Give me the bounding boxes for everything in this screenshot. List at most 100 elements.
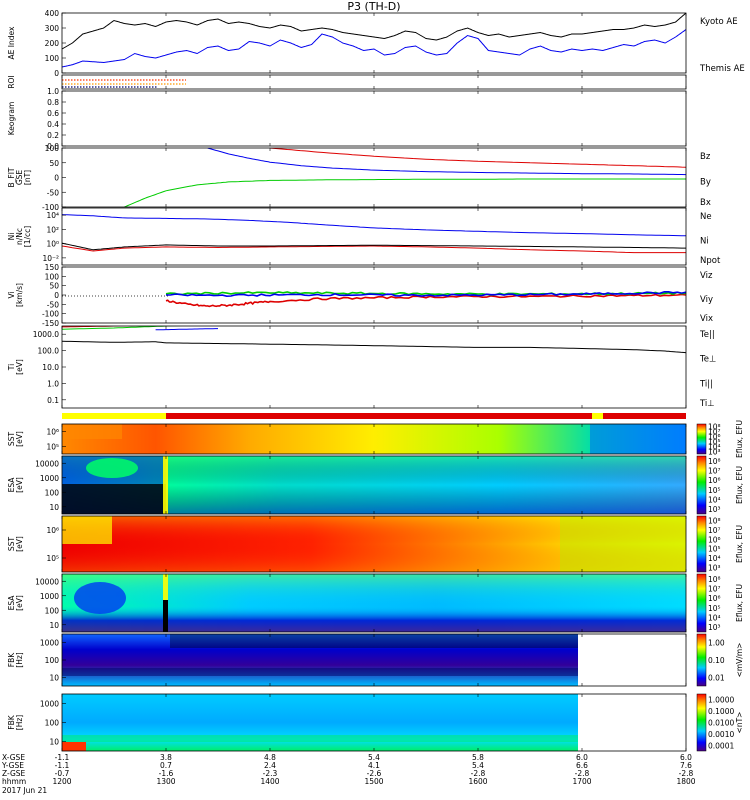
xaxis-tick-z: -2.8 <box>471 769 486 778</box>
density-lines <box>62 214 686 254</box>
roi-markers <box>62 79 186 88</box>
bfield-ytick-label: 50 <box>49 159 59 168</box>
esa1-colorbar-tick: 10³ <box>708 505 721 514</box>
fbk2-ytick-label: 100 <box>45 719 60 728</box>
xaxis-row-label: X-GSE <box>2 753 25 762</box>
xaxis-tick-y: 5.4 <box>472 761 484 770</box>
fbk1-spectrogram <box>62 634 578 686</box>
sst2-spectrogram <box>62 516 686 572</box>
esa2-colorbar-tick: 10⁷ <box>708 585 721 594</box>
xaxis-tick-y: 2.4 <box>264 761 276 770</box>
bfield-ytick-label: 100 <box>45 144 60 153</box>
velocity-ytick-label: 0 <box>54 291 59 300</box>
temperature-legend-ti-: Ti|| <box>699 379 713 389</box>
xaxis-tick-z: -0.7 <box>55 769 70 778</box>
density-legend-npot: Npot <box>700 256 721 266</box>
temperature-ytick-label: 100.0 <box>38 347 60 356</box>
fbk2-ylabel: FBK <box>7 714 16 729</box>
density-ytick-label: 10⁰ <box>46 240 59 249</box>
temperature-series-te- <box>62 340 686 354</box>
density-ytick-label: 10⁴ <box>46 211 59 220</box>
esa1-colorbar-tick: 10⁶ <box>708 476 721 485</box>
temperature-legend-te-: Te|| <box>699 330 715 340</box>
temperature-legend-te-: Te⊥ <box>699 355 716 365</box>
velocity-legend-viz: Viz <box>700 271 713 281</box>
sst2-colorbar-tick: 10⁸ <box>708 517 721 526</box>
esa1-ytick-label: 10000 <box>35 459 59 468</box>
bfield-series-bz <box>269 148 686 168</box>
sst1-colorbar-tick: 10³ <box>708 448 721 457</box>
esa1-colorbar-tick: 10⁴ <box>708 496 721 505</box>
fbk1-colorbar-tick: 1.00 <box>708 639 725 648</box>
keogram-ytick-label: 1.0 <box>47 87 59 96</box>
keogram-ytick-label: 0.2 <box>47 131 59 140</box>
esa1-ytick-label: 10 <box>49 503 59 512</box>
esa1-colorbar-label: Eflux, EFU <box>735 466 744 504</box>
esa1-ylabel: ESA <box>7 477 16 493</box>
fbk2-colorbar-tick: 1.0000 <box>708 696 734 705</box>
sst1-colorbar-tick: 10⁷ <box>708 428 721 437</box>
bfield-ytick-label: 0 <box>54 174 59 183</box>
ae-series-kyoto-ae <box>62 29 686 68</box>
fbk1-ytick-label: 1000 <box>40 639 59 648</box>
sst1-ylabel: SST <box>7 432 16 447</box>
xaxis-row-label: Y-GSE <box>1 761 24 770</box>
xaxis-tick-z: -1.6 <box>159 769 174 778</box>
xaxis-tick-y: -1.1 <box>55 761 70 770</box>
xaxis-tick-hhmm: 1700 <box>572 777 591 786</box>
velocity-legend-viy: Viy <box>700 295 713 305</box>
bfield-ylabel: [nT] <box>23 170 32 185</box>
esa2-ylabel: [eV] <box>15 595 24 611</box>
xaxis-row-label: Z-GSE <box>2 769 26 778</box>
velocity-series-viy <box>165 291 686 296</box>
temperature-ylabel: Ti <box>7 364 16 371</box>
fbk2-spectrogram <box>62 694 578 751</box>
keogram-ytick-label: 0.4 <box>47 120 59 129</box>
bfield-series-by <box>124 178 686 207</box>
fbk1-ylabel: [Hz] <box>15 652 24 668</box>
density-series-ne <box>62 245 686 254</box>
sst2-colorbar-label: Eflux, EFU <box>735 525 744 563</box>
sst1-colorbar-tick: 10⁵ <box>708 438 721 447</box>
ae-ytick-label: 100 <box>45 54 60 63</box>
fbk1-colorbar-tick: 0.01 <box>708 673 725 682</box>
temperature-ytick-label: 1000.0 <box>33 330 59 339</box>
ae-ytick-label: 200 <box>45 39 60 48</box>
ae-lines <box>62 13 686 68</box>
velocity-legend-vix: Vix <box>700 314 713 324</box>
esa2-ytick-label: 100 <box>45 606 60 615</box>
xaxis-tick-hhmm: 1500 <box>364 777 383 786</box>
fbk2-colorbar-tick: 0.0010 <box>708 730 734 739</box>
temperature-series-ti- <box>62 326 184 330</box>
sst1-colorbar-tick: 10⁸ <box>708 423 721 432</box>
keogram-ylabel: Keogram <box>7 102 16 136</box>
xaxis-tick-z: -2.3 <box>263 769 278 778</box>
density-series-npot <box>62 214 686 237</box>
esa2-colorbar-tick: 10⁶ <box>708 594 721 603</box>
xaxis-tick-z: -2.6 <box>367 769 382 778</box>
sst2-ytick-label: 10⁶ <box>46 526 59 535</box>
sst2-colorbar-tick: 10⁴ <box>708 554 721 563</box>
velocity-series-viz <box>165 293 686 308</box>
fbk2-colorbar-tick: 0.1000 <box>708 707 734 716</box>
esa1-ytick-label: 100 <box>45 488 60 497</box>
esa2-colorbar-tick: 10⁵ <box>708 604 721 613</box>
fbk1-ytick-label: 10 <box>49 673 59 682</box>
xaxis-tick-x: 6.0 <box>576 753 588 762</box>
fbk1-ylabel: FBK <box>7 652 16 667</box>
fbk2-ylabel: [Hz] <box>15 715 24 731</box>
ae-series-themis-ae <box>62 13 686 50</box>
bfield-ylabel: GSE <box>15 170 24 186</box>
sst2-ylabel: SST <box>7 537 16 552</box>
fbk2-colorbar-label: <nT> <box>735 712 744 734</box>
density-ylabel: n/Nc <box>15 228 24 245</box>
xaxis-tick-y: 0.7 <box>160 761 172 770</box>
esa2-colorbar-label: Eflux, EFU <box>735 584 744 622</box>
esa2-colorbar-tick: 10³ <box>708 623 721 632</box>
xaxis-tick-hhmm: 1600 <box>468 777 487 786</box>
temperature-series-ti- <box>155 328 218 331</box>
velocity-ylabel: Vi <box>7 291 16 298</box>
esa2-ytick-label: 10000 <box>35 577 59 586</box>
ae-legend-themis-ae: Themis AE <box>699 64 745 74</box>
keogram-ytick-label: 0.8 <box>47 98 59 107</box>
